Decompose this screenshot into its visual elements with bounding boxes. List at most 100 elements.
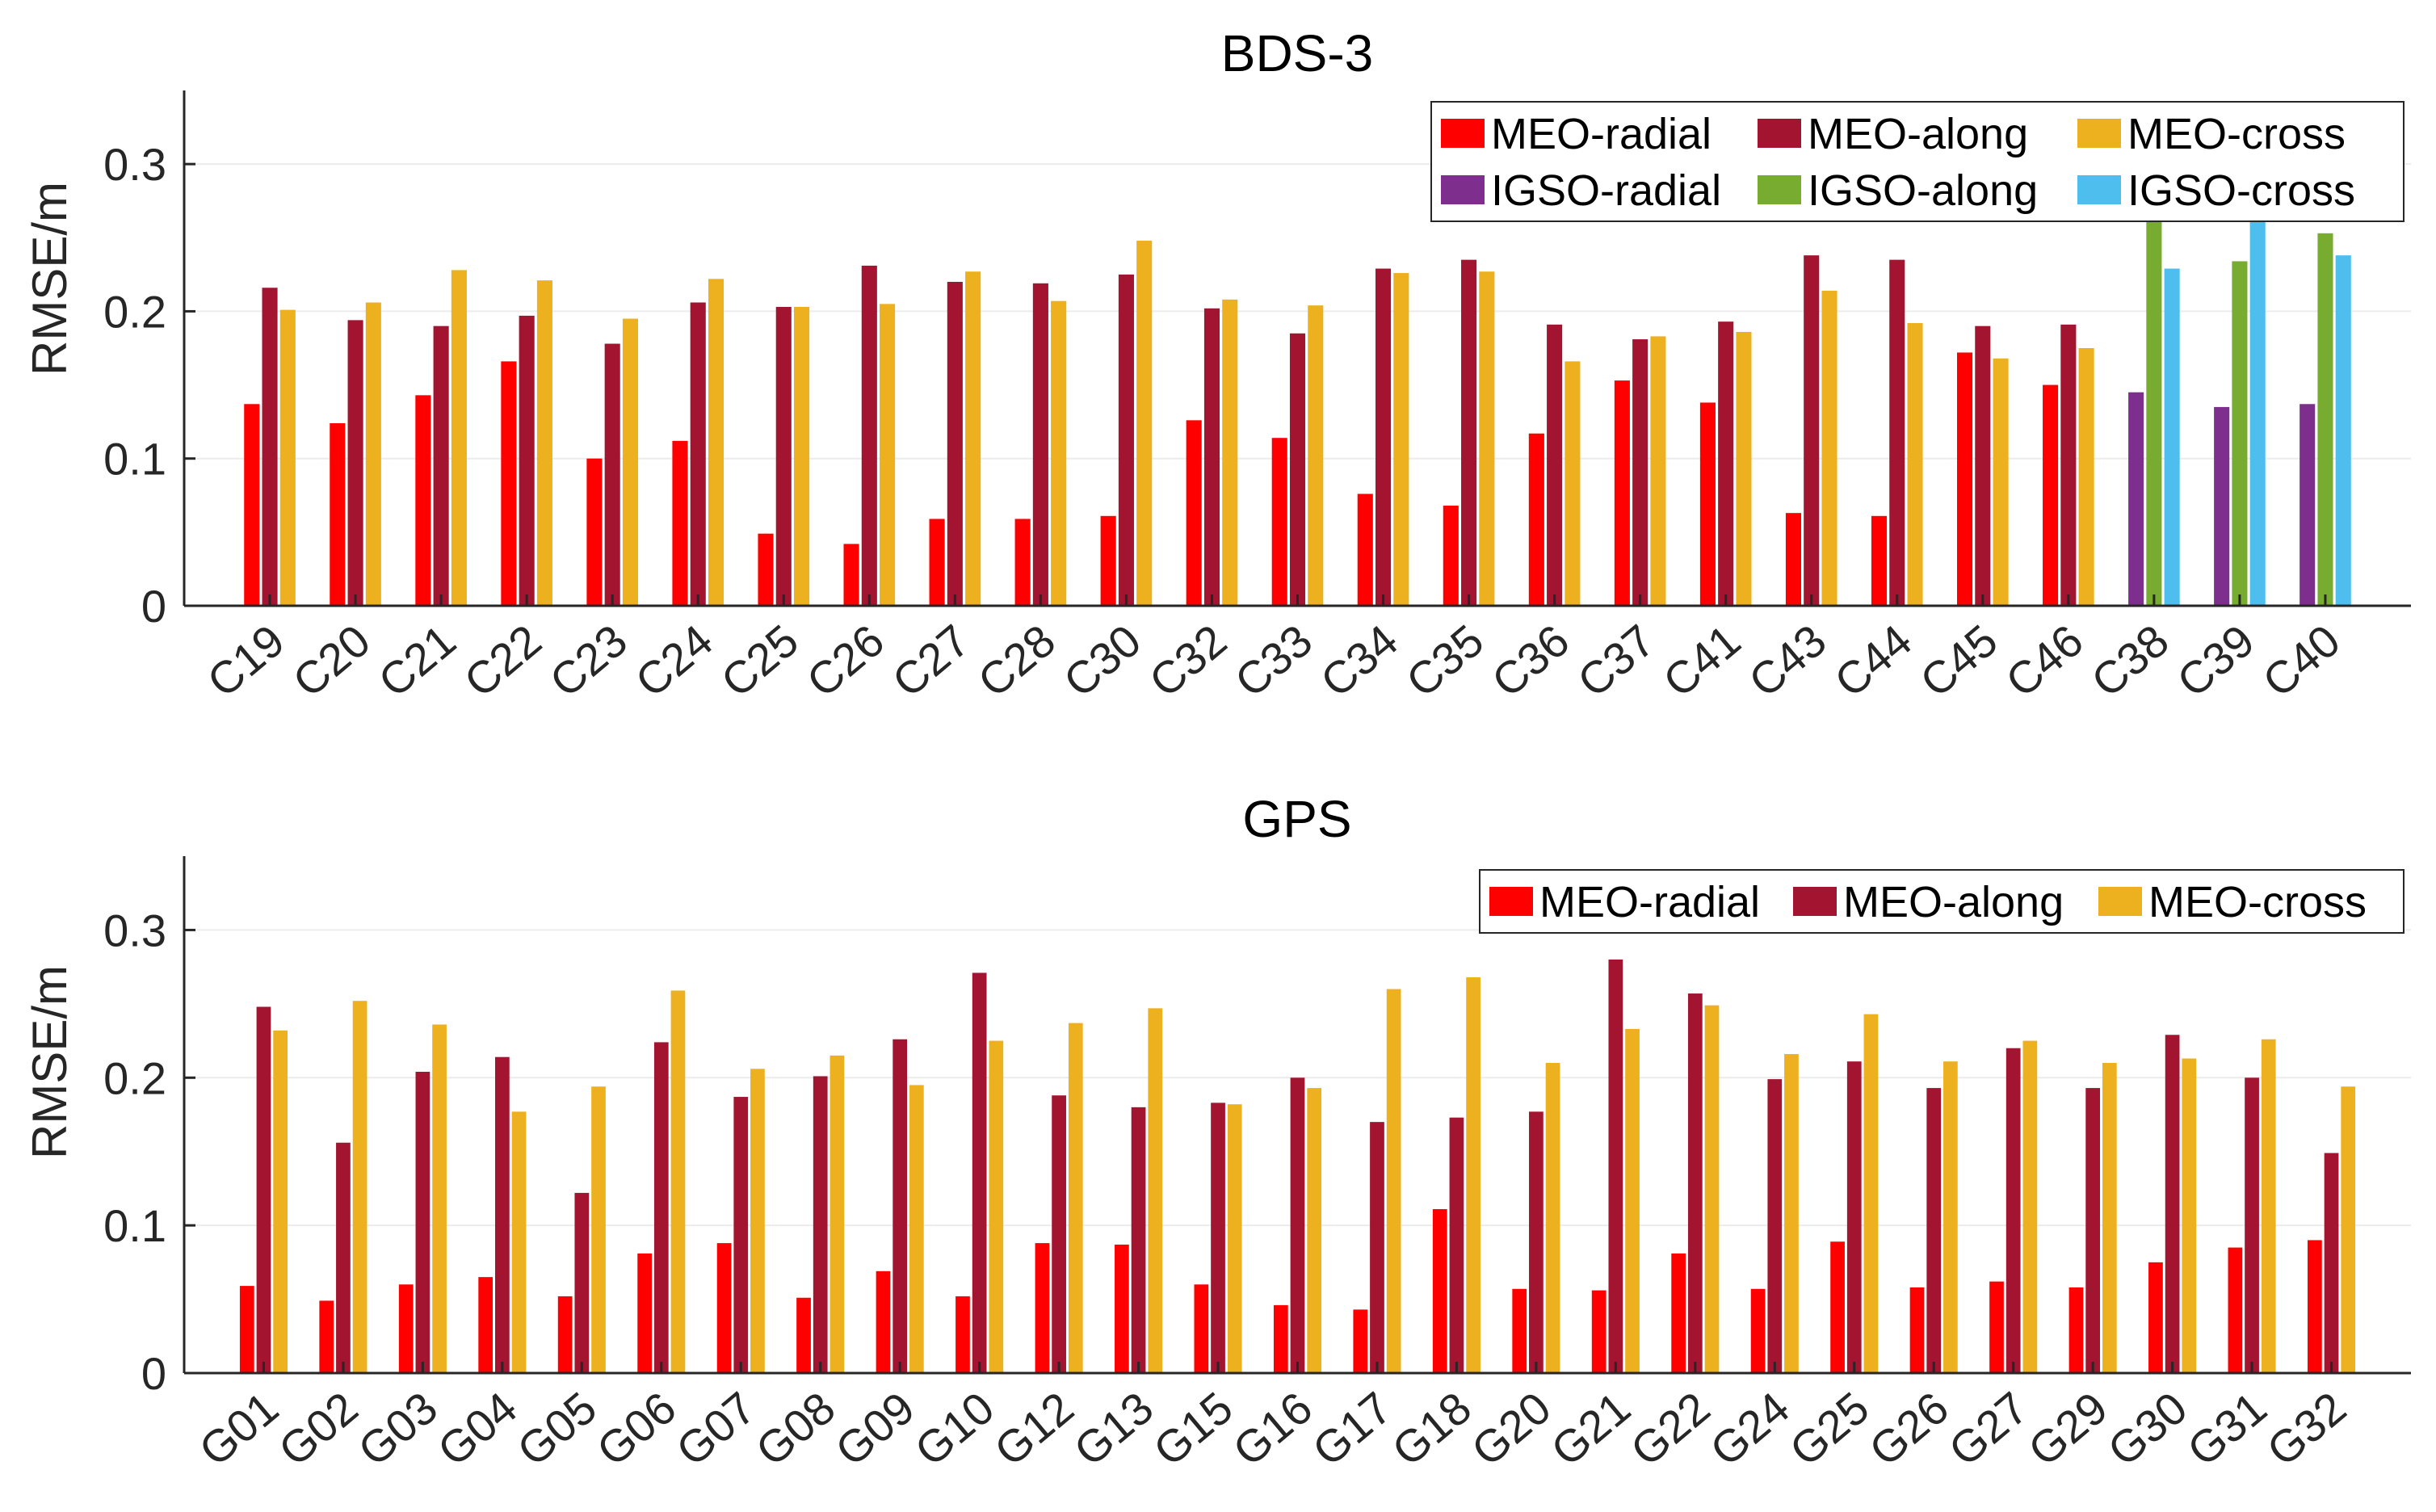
gps-bar-G26-MEO-radial [1909,1287,1925,1373]
bds3-legend-label: IGSO-along [1808,166,2038,215]
bds3-bar-C26-MEO-radial [843,544,859,606]
gps-bar-G25-MEO-along [1846,1061,1862,1373]
bds3-bar-C19-MEO-along [262,288,278,606]
gps-bar-G26-MEO-along [1926,1088,1942,1373]
bds3-x-tick-label: C43 [1739,615,1835,707]
bds3-y-tick-label: 0.1 [103,434,166,485]
bds3-bar-C32-MEO-along [1203,308,1220,606]
bds3-bar-C21-MEO-radial [415,395,431,606]
bds3-chart-title: BDS-3 [1221,24,1374,82]
bds3-bar-C45-MEO-cross [1993,358,2009,606]
gps-bar-G03-MEO-radial [398,1284,414,1373]
gps-legend-swatch [2098,887,2142,916]
gps-bar-G22-MEO-radial [1671,1253,1686,1373]
gps-legend-label: MEO-cross [2148,878,2367,926]
gps-bar-G08-MEO-radial [796,1297,811,1373]
bds3-bar-C27-MEO-along [947,281,963,606]
gps-x-tick-label: G02 [269,1382,368,1476]
gps-bar-G18-MEO-radial [1432,1209,1447,1373]
gps-bar-G27-MEO-along [2006,1048,2021,1373]
bds3-bar-C21-MEO-along [433,326,449,606]
gps-bar-G10-MEO-radial [956,1296,970,1373]
bds3-bar-C40-IGSO-cross [2335,255,2351,606]
bds3-bar-C28-MEO-cross [1051,300,1067,606]
gps-chart-title: GPS [1242,790,1351,848]
gps-bar-G29-MEO-cross [2102,1063,2117,1373]
bds3-x-tick-label: C34 [1311,615,1407,707]
gps-bar-G25-MEO-cross [1863,1014,1879,1373]
bds3-x-tick-label: C38 [2081,615,2178,707]
bds3-bar-C22-MEO-along [519,315,535,606]
gps-bar-G31-MEO-along [2245,1077,2259,1373]
gps-bar-G17-MEO-cross [1386,989,1401,1373]
bds3-bar-C25-MEO-cross [793,306,810,606]
bds3-x-tick-label: C27 [883,615,979,707]
bds3-x-tick-label: C40 [2253,615,2349,707]
gps-legend: MEO-radial MEO-along MEO-cross [1479,869,2404,934]
gps-bar-G09-MEO-radial [876,1270,891,1373]
gps-x-tick-label: G10 [905,1382,1004,1476]
bds3-bar-C25-MEO-radial [758,533,774,606]
bds3-x-tick-label: C28 [968,615,1065,707]
bds3-bar-C19-MEO-radial [244,404,260,606]
bds3-bar-C22-MEO-cross [536,280,552,606]
gps-bar-G27-MEO-cross [2022,1040,2038,1373]
gps-bar-G31-MEO-radial [2228,1247,2243,1373]
gps-bar-G03-MEO-cross [432,1024,447,1373]
gps-legend-swatch [1793,887,1837,916]
gps-bar-G13-MEO-radial [1115,1244,1129,1373]
gps-bar-G07-MEO-along [733,1097,749,1373]
gps-bar-G12-MEO-cross [1068,1023,1083,1373]
bds3-bar-C36-MEO-cross [1564,361,1581,606]
bds3-x-tick-label: C45 [1910,615,2006,707]
gps-y-tick-label: 0.3 [103,905,166,956]
gps-x-tick-label: G13 [1065,1382,1163,1476]
bds3-x-tick-label: C36 [1482,615,1578,707]
gps-bar-G32-MEO-cross [2341,1086,2356,1373]
gps-x-tick-label: G29 [2018,1382,2117,1476]
bds3-bar-C30-MEO-cross [1136,240,1153,606]
bds3-x-tick-label: C41 [1653,615,1749,707]
bds3-bar-C23-MEO-radial [586,458,603,606]
bds3-bar-C38-IGSO-along [2146,211,2162,606]
gps-bar-G22-MEO-cross [1704,1005,1720,1373]
bds3-bar-C23-MEO-cross [622,318,639,606]
gps-y-tick-label: 0.1 [103,1200,166,1251]
gps-bar-G08-MEO-cross [830,1055,845,1373]
bds3-bar-C32-MEO-cross [1222,299,1238,606]
gps-bar-G06-MEO-cross [670,990,686,1373]
gps-chart: GPS RMSE/m 0 0.1 0.2 0.3 G01G02G03G04G05G06… [23,790,2411,1476]
bds3-x-tick-label: C30 [1054,615,1150,707]
gps-bar-G18-MEO-along [1449,1117,1464,1373]
gps-bar-G08-MEO-along [813,1076,828,1373]
bds3-y-tick-label: 0.3 [103,139,166,190]
gps-x-tick-label: G09 [825,1382,924,1476]
gps-x-tick-label: G06 [587,1382,686,1476]
bds3-legend-box [1430,101,2404,222]
bds3-bar-C21-MEO-cross [451,270,467,606]
gps-bar-G06-MEO-along [653,1042,669,1373]
bds3-x-tick-label: C46 [1996,615,2092,707]
bds3-legend-label: IGSO-cross [2127,166,2355,215]
bds3-x-tick-label: C44 [1825,615,1921,707]
gps-bar-G10-MEO-cross [989,1040,1004,1373]
bds3-bar-C34-MEO-along [1375,268,1392,606]
gps-x-tick-label: G26 [1859,1382,1958,1476]
bds3-bar-C22-MEO-radial [501,361,517,606]
gps-bar-G10-MEO-along [972,972,987,1373]
gps-x-tick-label: G08 [746,1382,845,1476]
bds3-bar-C43-MEO-radial [1785,513,1802,606]
gps-bar-G05-MEO-along [574,1192,590,1373]
bds3-bar-C46-MEO-radial [2043,384,2059,606]
gps-bar-G02-MEO-radial [319,1300,334,1373]
gps-bar-G20-MEO-radial [1512,1288,1527,1373]
gps-legend-label: MEO-radial [1539,878,1760,926]
gps-bar-G02-MEO-along [336,1142,351,1373]
gps-x-tick-label: G20 [1462,1382,1560,1476]
gps-x-tick-label: G07 [666,1382,765,1476]
gps-bar-G25-MEO-radial [1830,1241,1845,1373]
gps-bar-G20-MEO-cross [1545,1063,1560,1373]
bds3-bar-C34-MEO-radial [1357,494,1373,606]
gps-x-tick-label: G21 [1541,1382,1640,1476]
gps-bar-G24-MEO-cross [1784,1054,1799,1373]
